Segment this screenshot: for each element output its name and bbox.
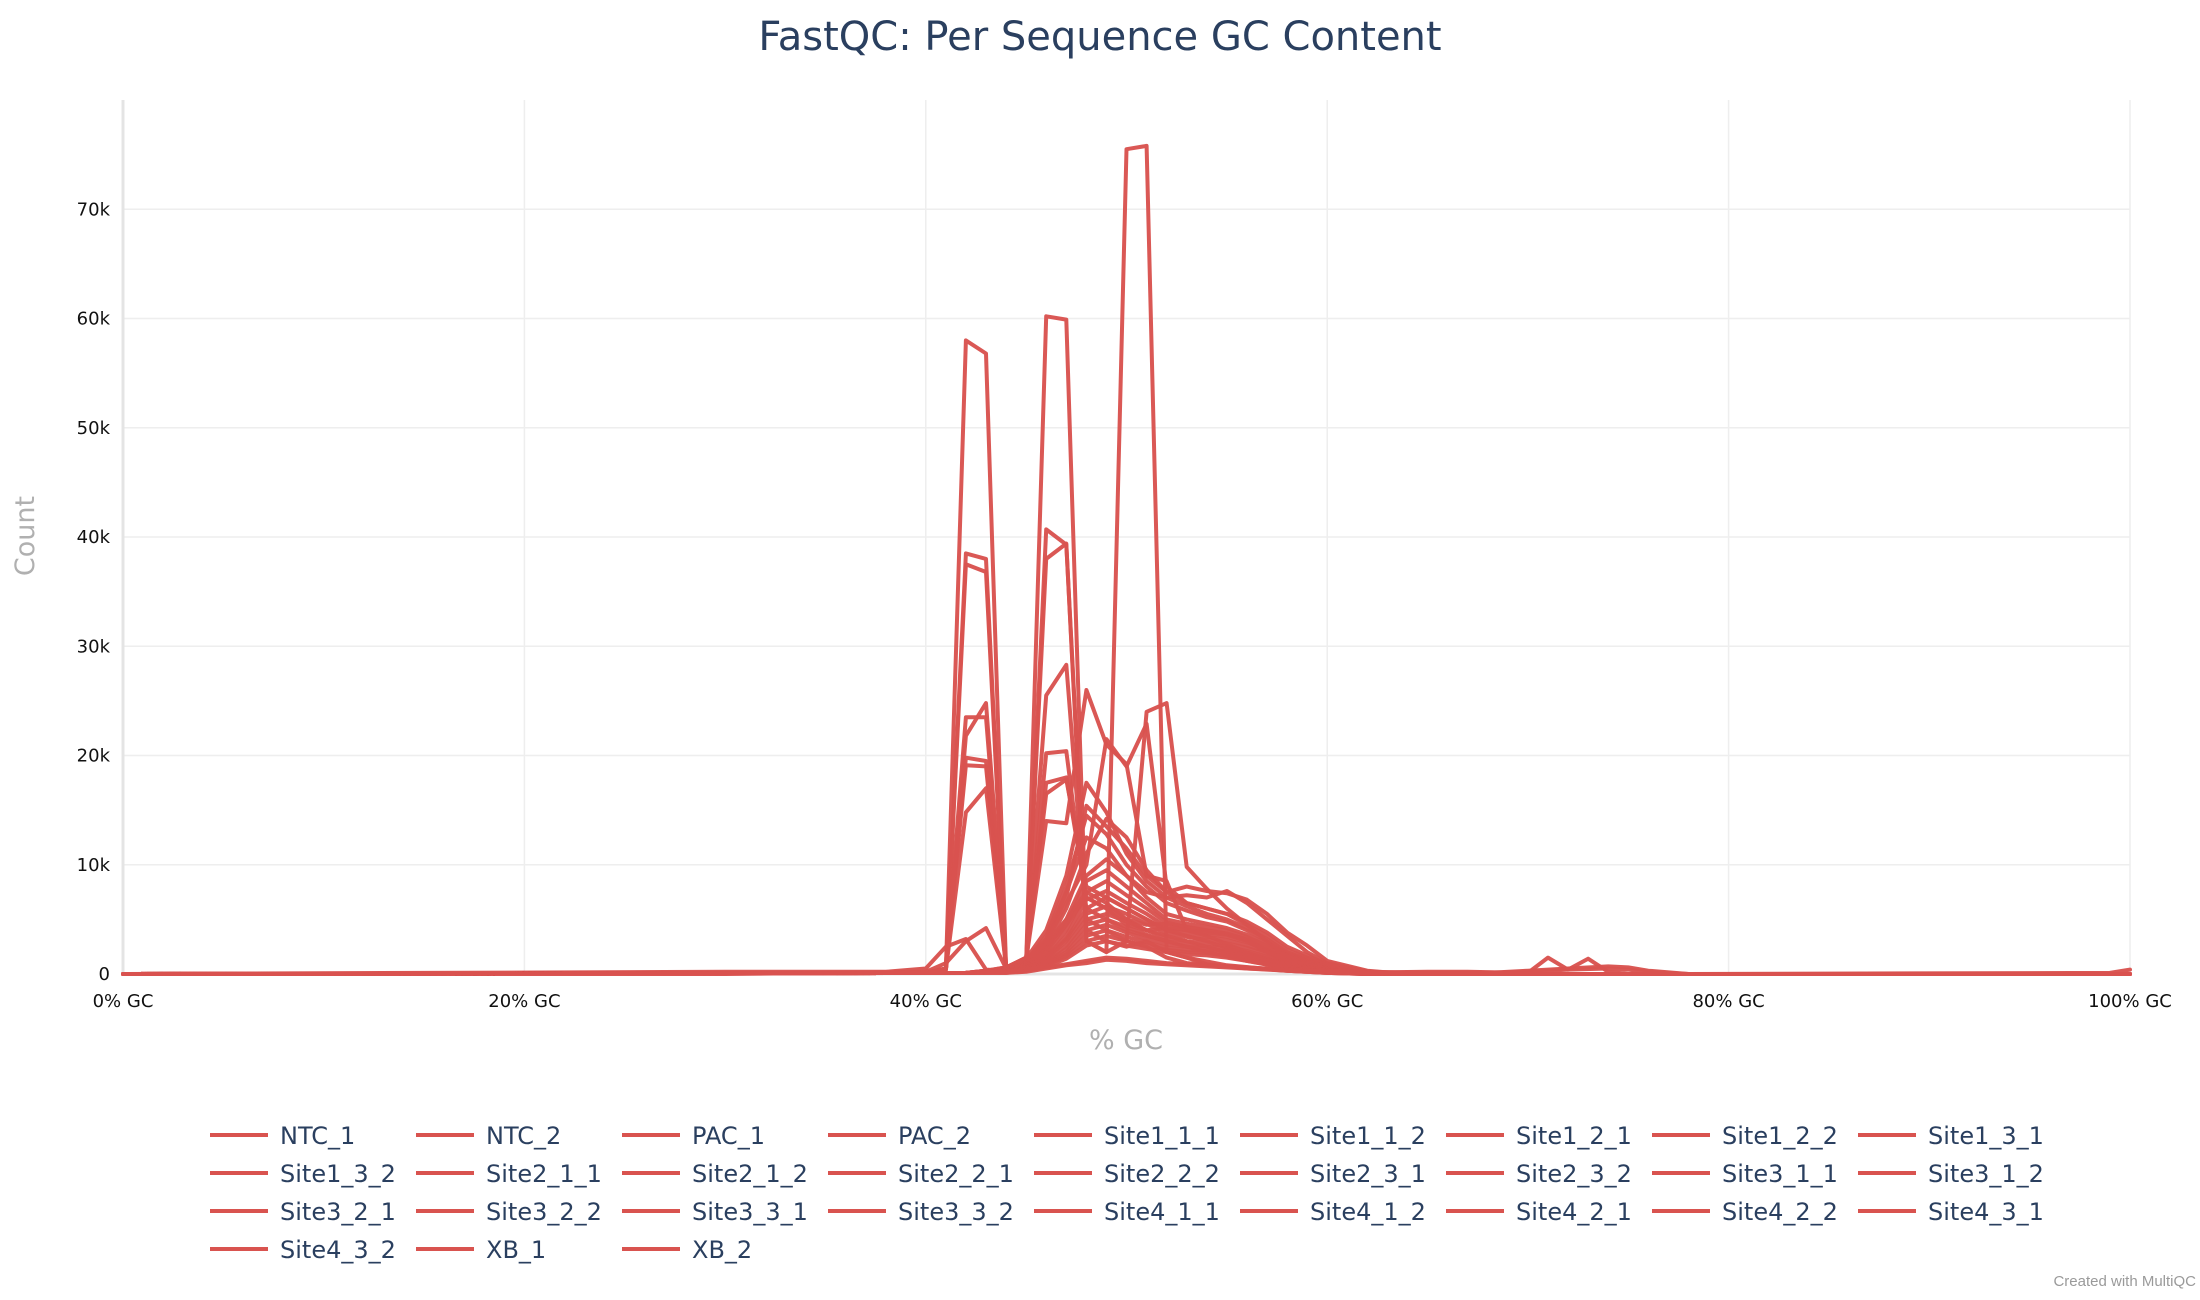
plot-area bbox=[121, 143, 2132, 976]
legend-label: Site3_1_1 bbox=[1722, 1160, 1838, 1188]
legend-label: Site2_2_2 bbox=[1104, 1160, 1220, 1188]
legend-label: Site2_3_2 bbox=[1516, 1160, 1632, 1188]
y-tick-label: 60k bbox=[77, 309, 111, 330]
legend-item-site1-1-2[interactable]: Site1_1_2 bbox=[1240, 1122, 1426, 1150]
x-tick-label: 80% GC bbox=[1692, 991, 1764, 1012]
x-tick-label: 40% GC bbox=[890, 991, 962, 1012]
legend-label: Site4_3_1 bbox=[1928, 1198, 2044, 1226]
y-axis-ticks: 0 10k 20k 30k 40k 50k 60k 70k bbox=[77, 199, 111, 985]
x-axis-ticks: 0% GC 20% GC 40% GC 60% GC 80% GC 100% GC bbox=[93, 991, 2172, 1012]
y-tick-label: 30k bbox=[77, 636, 111, 657]
legend-item-site4-2-2[interactable]: Site4_2_2 bbox=[1652, 1198, 1838, 1226]
legend-item-ntc-1[interactable]: NTC_1 bbox=[210, 1122, 355, 1150]
legend-item-pac-2[interactable]: PAC_2 bbox=[828, 1122, 971, 1150]
legend-item-site2-2-2[interactable]: Site2_2_2 bbox=[1034, 1160, 1220, 1188]
legend-item-site3-2-2[interactable]: Site3_2_2 bbox=[416, 1198, 602, 1226]
grid bbox=[123, 100, 2131, 974]
legend-item-site2-3-1[interactable]: Site2_3_1 bbox=[1240, 1160, 1426, 1188]
legend-label: Site2_3_1 bbox=[1310, 1160, 1426, 1188]
legend-label: XB_2 bbox=[692, 1236, 752, 1264]
legend-label: Site1_2_2 bbox=[1722, 1122, 1838, 1150]
legend-item-site4-3-1[interactable]: Site4_3_1 bbox=[1858, 1198, 2044, 1226]
legend-item-site2-2-1[interactable]: Site2_2_1 bbox=[828, 1160, 1014, 1188]
legend-label: Site4_1_2 bbox=[1310, 1198, 1426, 1226]
legend-item-ntc-2[interactable]: NTC_2 bbox=[416, 1122, 561, 1150]
y-tick-label: 50k bbox=[77, 418, 111, 439]
legend-label: PAC_2 bbox=[898, 1122, 971, 1150]
series-line-site4-2-1[interactable] bbox=[121, 922, 2132, 976]
legend-label: Site3_3_2 bbox=[898, 1198, 1014, 1226]
legend-item-site2-3-2[interactable]: Site2_3_2 bbox=[1446, 1160, 1632, 1188]
series-line-site2-2-2[interactable] bbox=[121, 835, 2132, 976]
y-axis-title: Count bbox=[10, 496, 41, 576]
series-line-site2-2-1[interactable] bbox=[121, 803, 2132, 976]
series-line-site4-3-1[interactable] bbox=[121, 933, 2132, 976]
legend-label: NTC_1 bbox=[280, 1122, 355, 1150]
legend-label: Site2_1_2 bbox=[692, 1160, 808, 1188]
series-line-xb-2[interactable] bbox=[121, 957, 2132, 976]
legend-label: Site4_2_1 bbox=[1516, 1198, 1632, 1226]
x-tick-label: 60% GC bbox=[1291, 991, 1363, 1012]
legend: NTC_1 NTC_2 PAC_1 PAC_2 Site1_1_1 Site1_1_2 Si… bbox=[210, 1122, 2044, 1264]
x-tick-label: 0% GC bbox=[93, 991, 154, 1012]
legend-item-xb-2[interactable]: XB_2 bbox=[622, 1236, 752, 1264]
legend-item-site2-1-2[interactable]: Site2_1_2 bbox=[622, 1160, 808, 1188]
legend-label: Site3_1_2 bbox=[1928, 1160, 2044, 1188]
y-tick-label: 0 bbox=[99, 964, 110, 985]
legend-item-site1-3-1[interactable]: Site1_3_1 bbox=[1858, 1122, 2044, 1150]
legend-item-site2-1-1[interactable]: Site2_1_1 bbox=[416, 1160, 602, 1188]
legend-label: Site2_1_1 bbox=[486, 1160, 602, 1188]
y-tick-label: 20k bbox=[77, 746, 111, 767]
legend-label: PAC_1 bbox=[692, 1122, 765, 1150]
legend-label: Site2_2_1 bbox=[898, 1160, 1014, 1188]
legend-item-site4-1-1[interactable]: Site4_1_1 bbox=[1034, 1198, 1220, 1226]
legend-label: Site3_3_1 bbox=[692, 1198, 808, 1226]
y-tick-label: 10k bbox=[77, 855, 111, 876]
y-tick-label: 40k bbox=[77, 527, 111, 548]
legend-item-xb-1[interactable]: XB_1 bbox=[416, 1236, 546, 1264]
legend-item-site3-3-1[interactable]: Site3_3_1 bbox=[622, 1198, 808, 1226]
x-tick-label: 100% GC bbox=[2088, 991, 2172, 1012]
multiqc-credit[interactable]: Created with MultiQC bbox=[2053, 1273, 2196, 1290]
legend-item-site1-2-2[interactable]: Site1_2_2 bbox=[1652, 1122, 1838, 1150]
legend-label: XB_1 bbox=[486, 1236, 546, 1264]
chart-title: FastQC: Per Sequence GC Content bbox=[758, 14, 1441, 60]
legend-label: Site1_2_1 bbox=[1516, 1122, 1632, 1150]
legend-item-site3-3-2[interactable]: Site3_3_2 bbox=[828, 1198, 1014, 1226]
legend-item-site4-3-2[interactable]: Site4_3_2 bbox=[210, 1236, 396, 1264]
legend-label: Site1_1_2 bbox=[1310, 1122, 1426, 1150]
legend-label: Site4_3_2 bbox=[280, 1236, 396, 1264]
legend-item-site1-2-1[interactable]: Site1_2_1 bbox=[1446, 1122, 1632, 1150]
legend-item-site1-3-2[interactable]: Site1_3_2 bbox=[210, 1160, 396, 1188]
x-axis-title: % GC bbox=[1089, 1025, 1163, 1056]
legend-label: Site1_3_1 bbox=[1928, 1122, 2044, 1150]
legend-item-site4-1-2[interactable]: Site4_1_2 bbox=[1240, 1198, 1426, 1226]
series-line-site4-2-2[interactable] bbox=[121, 928, 2132, 976]
legend-label: Site3_2_2 bbox=[486, 1198, 602, 1226]
legend-item-site4-2-1[interactable]: Site4_2_1 bbox=[1446, 1198, 1632, 1226]
legend-item-site3-1-1[interactable]: Site3_1_1 bbox=[1652, 1160, 1838, 1188]
legend-item-site1-1-1[interactable]: Site1_1_1 bbox=[1034, 1122, 1220, 1150]
x-tick-label: 20% GC bbox=[488, 991, 560, 1012]
legend-item-site3-2-1[interactable]: Site3_2_1 bbox=[210, 1198, 396, 1226]
legend-label: Site1_3_2 bbox=[280, 1160, 396, 1188]
legend-label: Site4_1_1 bbox=[1104, 1198, 1220, 1226]
legend-label: Site3_2_1 bbox=[280, 1198, 396, 1226]
legend-label: Site1_1_1 bbox=[1104, 1122, 1220, 1150]
legend-item-pac-1[interactable]: PAC_1 bbox=[622, 1122, 765, 1150]
legend-item-site3-1-2[interactable]: Site3_1_2 bbox=[1858, 1160, 2044, 1188]
legend-label: NTC_2 bbox=[486, 1122, 561, 1150]
y-tick-label: 70k bbox=[77, 199, 111, 220]
legend-label: Site4_2_2 bbox=[1722, 1198, 1838, 1226]
